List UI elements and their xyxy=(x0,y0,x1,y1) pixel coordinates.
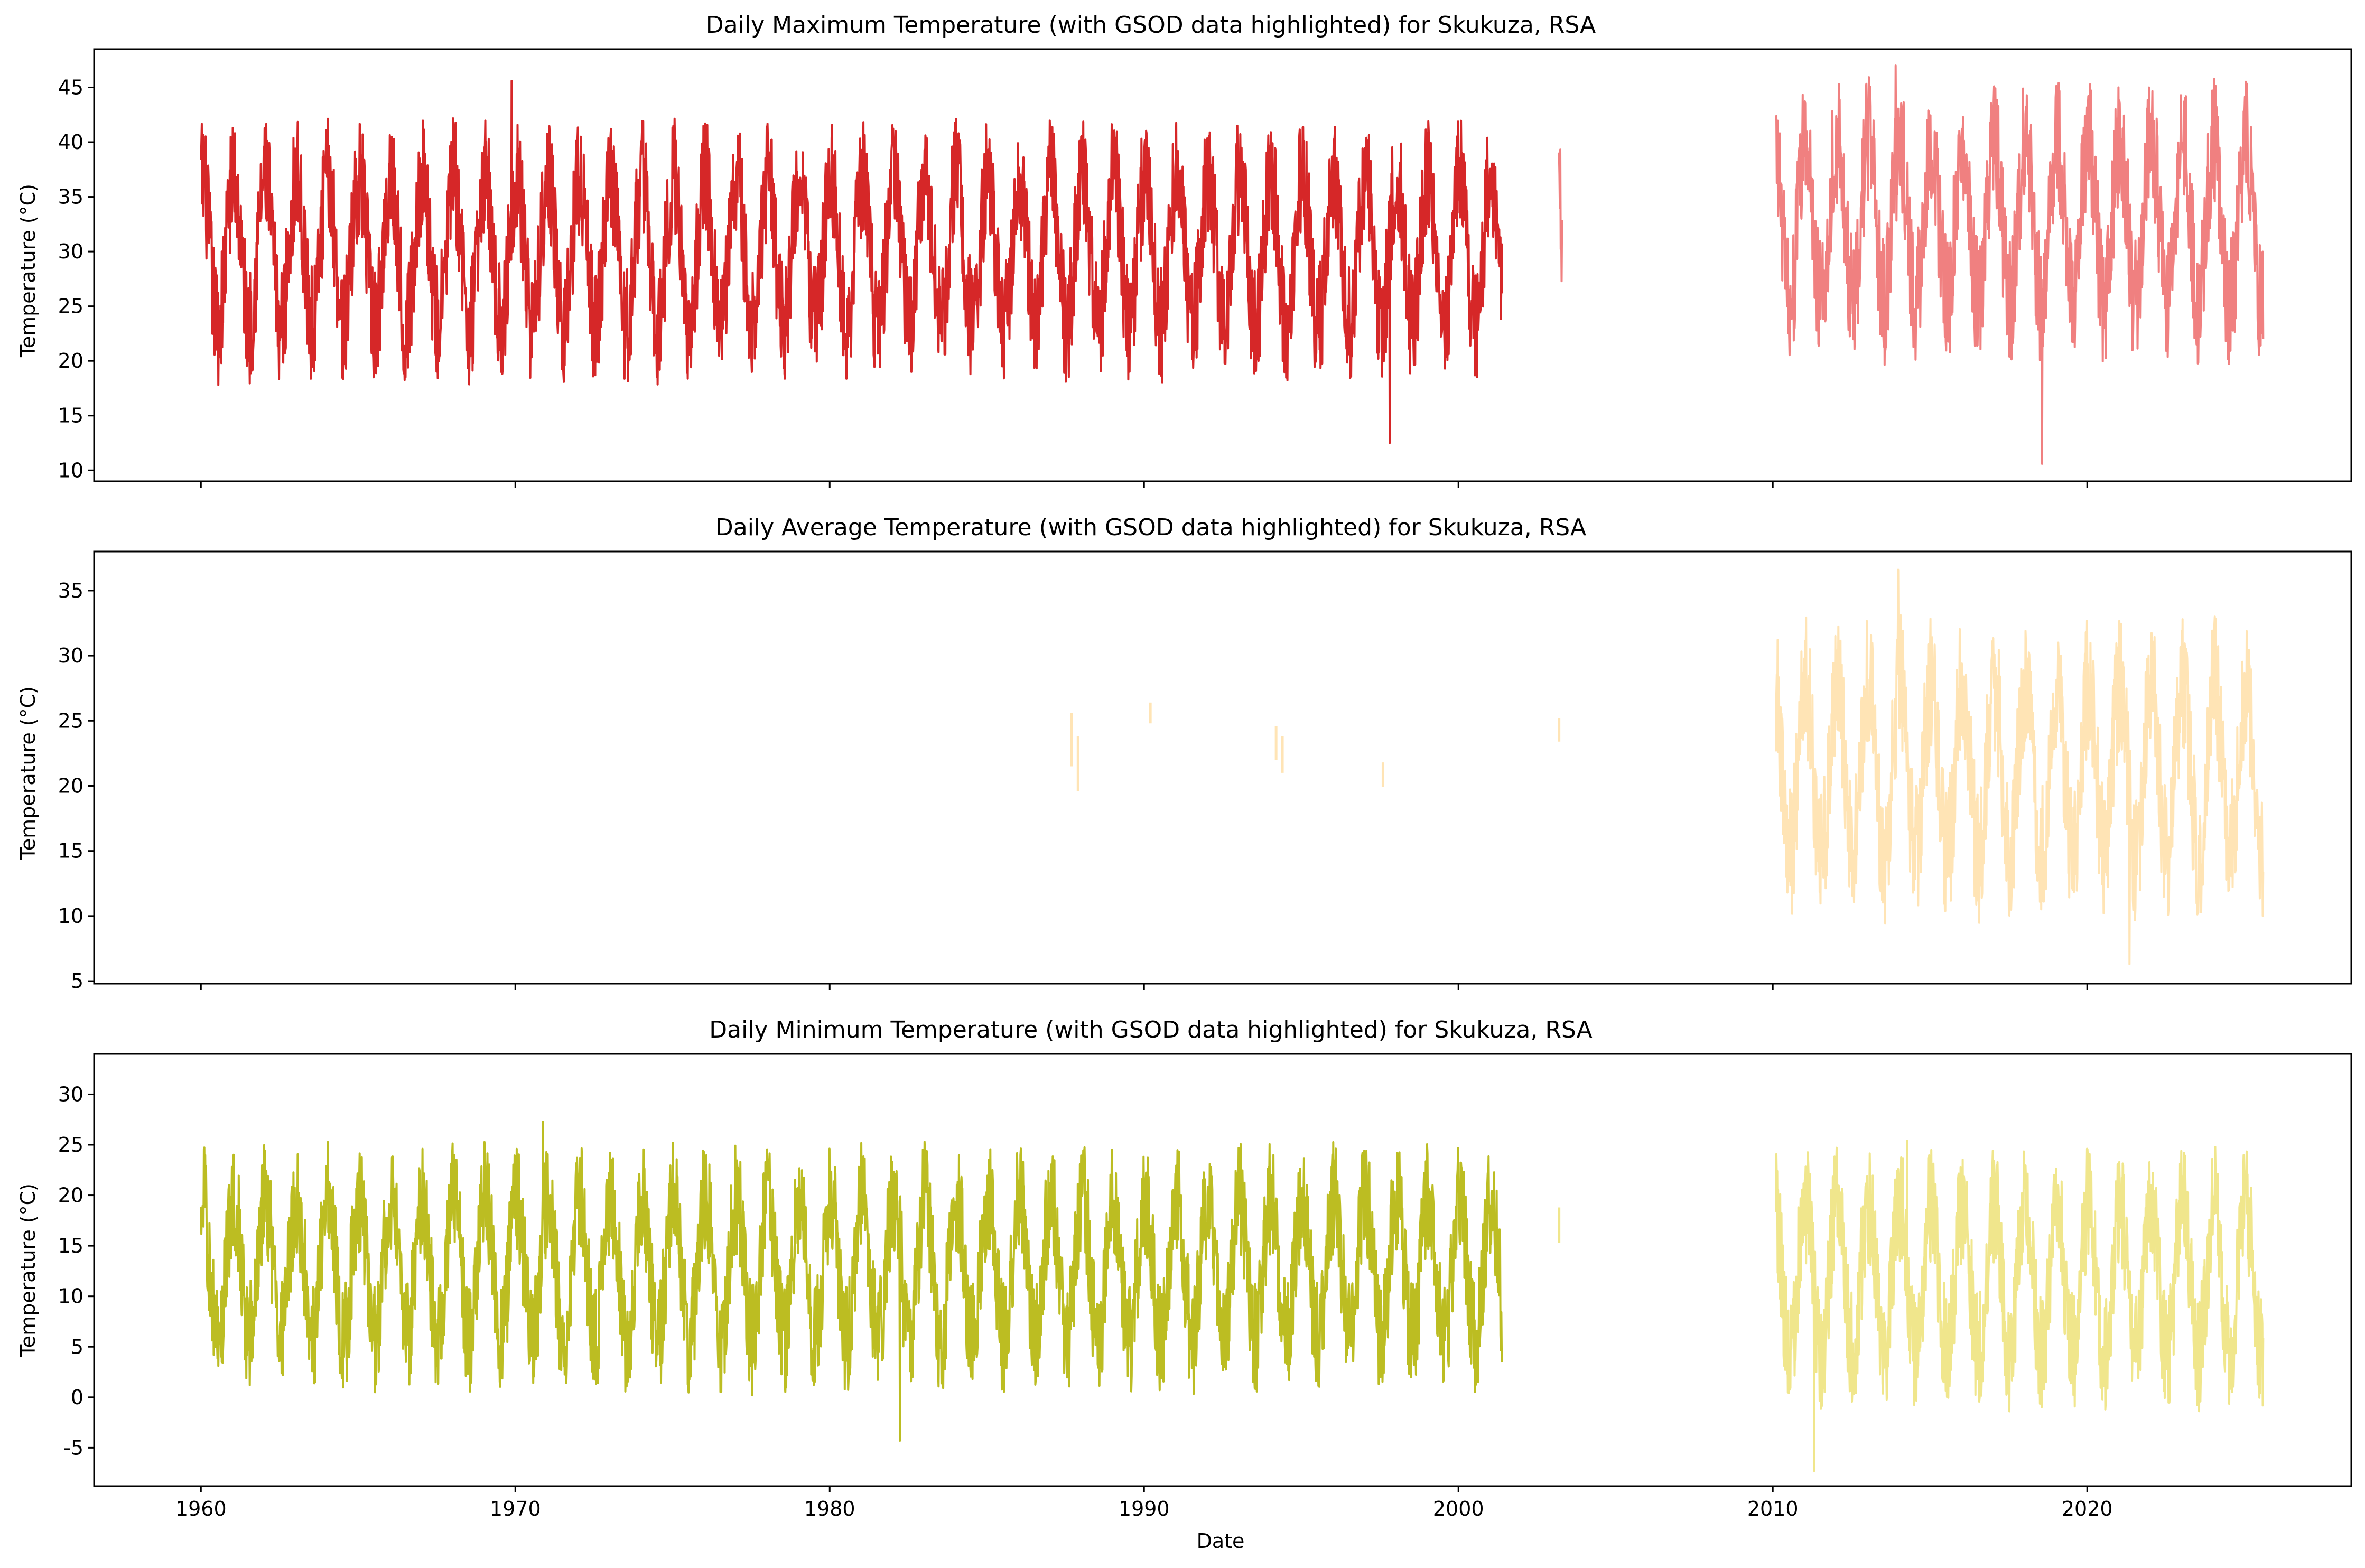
x-axis-label: Date xyxy=(1197,1529,1245,1553)
y-tick-label: 30 xyxy=(58,644,83,667)
series-line xyxy=(200,80,1503,444)
x-tick-label: 2000 xyxy=(1433,1497,1484,1520)
y-tick-label: 35 xyxy=(58,579,83,602)
y-tick-label: 15 xyxy=(58,404,83,427)
y-tick-label: 15 xyxy=(58,839,83,863)
y-tick-label: 10 xyxy=(58,459,83,482)
series-line xyxy=(1775,1140,2265,1472)
y-tick-label: 5 xyxy=(71,969,83,993)
x-tick-label: 2010 xyxy=(1747,1497,1799,1520)
series-2-1 xyxy=(1558,1140,2265,1472)
avg-temperature-axes-frame xyxy=(93,550,2352,985)
series-line xyxy=(1775,64,2265,465)
min-temperature-axes-frame xyxy=(93,1053,2352,1487)
y-tick-label: 10 xyxy=(58,904,83,928)
series-2-0 xyxy=(200,1121,1503,1442)
min-temperature-ylabel: Temperature (°C) xyxy=(16,1183,40,1357)
series-line xyxy=(1558,148,1563,283)
x-tick-label: 1990 xyxy=(1119,1497,1170,1520)
y-tick-label: 15 xyxy=(58,1234,83,1257)
avg-temperature-plot xyxy=(1070,568,2265,965)
y-tick-label: 10 xyxy=(58,1285,83,1308)
x-tick-label: 1960 xyxy=(175,1497,227,1520)
avg-temperature-title: Daily Average Temperature (with GSOD dat… xyxy=(715,514,1586,541)
max-temperature-plot xyxy=(200,64,2265,465)
avg-temperature-panel: Daily Average Temperature (with GSOD dat… xyxy=(16,514,2352,993)
min-temperature-plot xyxy=(200,1121,2265,1472)
series-line xyxy=(1775,568,2265,965)
avg-temperature-ylabel: Temperature (°C) xyxy=(16,686,40,860)
max-temperature-panel: Daily Maximum Temperature (with GSOD dat… xyxy=(16,12,2352,488)
series-1-0 xyxy=(1070,568,2265,965)
y-tick-label: 25 xyxy=(58,1133,83,1156)
y-tick-label: 20 xyxy=(58,349,83,372)
y-tick-label: 30 xyxy=(58,1082,83,1106)
x-tick-label: 2020 xyxy=(2062,1497,2113,1520)
min-temperature-title: Daily Minimum Temperature (with GSOD dat… xyxy=(709,1016,1593,1043)
y-tick-label: 35 xyxy=(58,185,83,209)
y-tick-label: 30 xyxy=(58,240,83,263)
min-temperature-panel: Daily Minimum Temperature (with GSOD dat… xyxy=(16,1016,2352,1520)
y-tick-label: 25 xyxy=(58,295,83,318)
series-0-0 xyxy=(200,80,1503,444)
y-tick-label: 40 xyxy=(58,130,83,154)
x-tick-label: 1970 xyxy=(490,1497,541,1520)
y-tick-label: 20 xyxy=(58,774,83,797)
y-tick-label: 0 xyxy=(71,1386,83,1409)
x-tick-label: 1980 xyxy=(804,1497,855,1520)
series-0-1 xyxy=(1558,64,2265,465)
y-tick-label: 45 xyxy=(58,76,83,99)
y-tick-label: -5 xyxy=(63,1436,83,1459)
max-temperature-ylabel: Temperature (°C) xyxy=(16,184,40,358)
y-tick-label: 25 xyxy=(58,709,83,732)
series-line xyxy=(200,1121,1503,1442)
y-tick-label: 5 xyxy=(71,1335,83,1358)
y-tick-label: 20 xyxy=(58,1184,83,1207)
max-temperature-title: Daily Maximum Temperature (with GSOD dat… xyxy=(706,12,1596,39)
max-temperature-axes-frame xyxy=(93,48,2352,482)
